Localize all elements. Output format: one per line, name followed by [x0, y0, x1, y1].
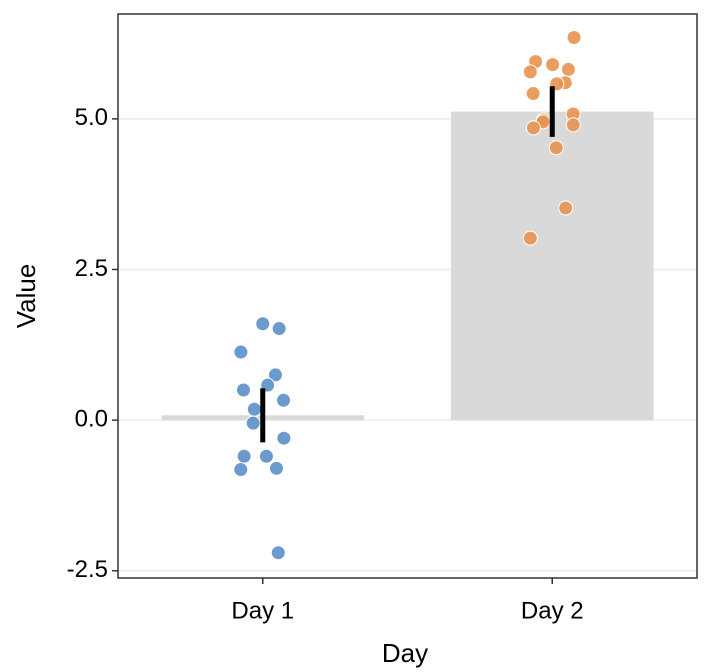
data-point: [233, 462, 249, 478]
y-tick-label: 0.0: [75, 405, 108, 432]
data-point: [255, 316, 271, 332]
x-axis-title: Day: [382, 638, 428, 668]
data-point: [236, 448, 252, 464]
data-point: [235, 382, 251, 398]
data-point: [560, 61, 576, 77]
data-point: [267, 367, 283, 383]
y-tick-label: -2.5: [67, 556, 108, 583]
data-point: [545, 57, 561, 73]
data-point: [271, 321, 287, 337]
plot-border: [117, 13, 698, 579]
x-tick-label: Day 2: [521, 597, 584, 624]
data-point: [566, 30, 582, 45]
y-tick-label: 2.5: [75, 255, 108, 282]
data-point: [525, 120, 541, 136]
data-point: [525, 86, 541, 102]
data-point: [268, 460, 284, 476]
x-tick-label: Day 1: [231, 597, 294, 624]
data-point: [270, 545, 286, 561]
data-point: [258, 448, 274, 464]
data-point: [548, 140, 564, 156]
data-point: [276, 392, 292, 408]
data-point: [522, 64, 538, 80]
y-tick-label: 5.0: [75, 104, 108, 131]
y-axis-title: Value: [11, 264, 41, 329]
bar: [450, 111, 654, 421]
data-point: [245, 415, 261, 431]
data-point: [522, 230, 538, 246]
data-point: [246, 401, 262, 417]
data-point: [565, 117, 581, 133]
data-point: [558, 200, 574, 216]
data-point: [276, 430, 292, 446]
data-point: [233, 344, 249, 360]
